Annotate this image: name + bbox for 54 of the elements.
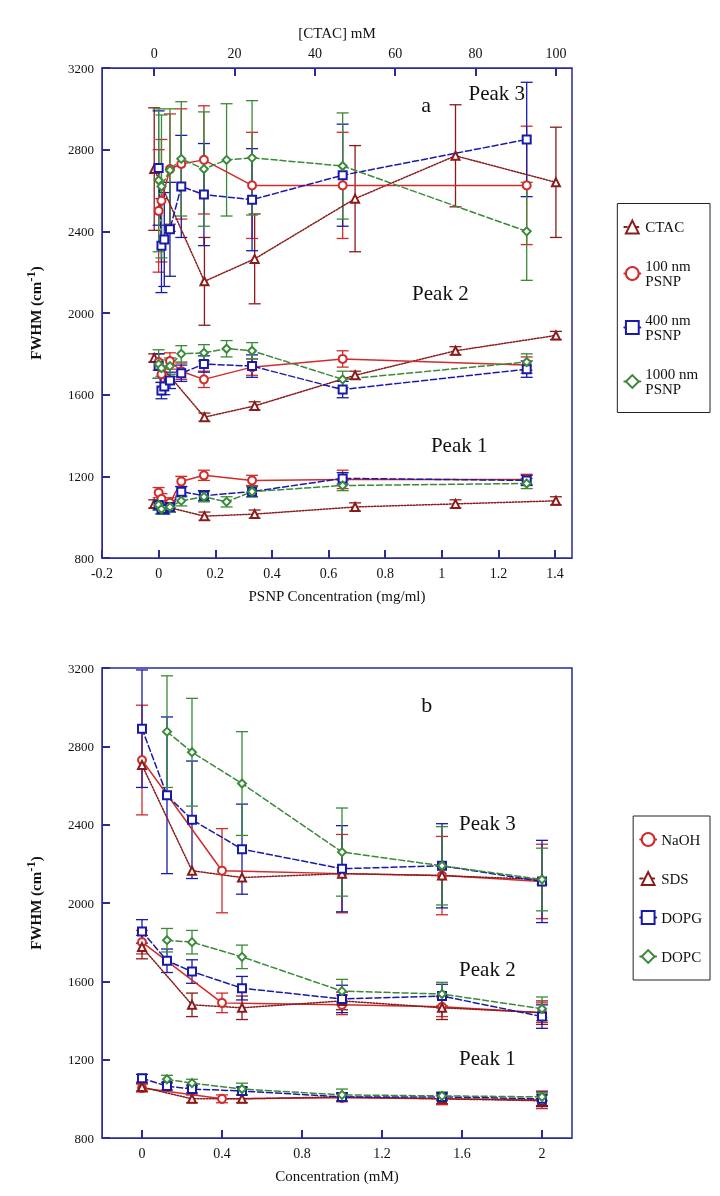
legend-label: SDS	[661, 870, 689, 887]
y-tick-label: 1600	[68, 973, 94, 989]
y-tick-label: 3200	[68, 660, 94, 676]
x-tick-label: 2	[538, 1145, 546, 1161]
x-tick-label: 0.2	[206, 565, 224, 581]
text: a	[421, 91, 432, 117]
legend-label: 400 nm PSNP	[645, 312, 695, 343]
x-tick-label: 0	[138, 1145, 146, 1161]
x-tick-label: 1.6	[453, 1145, 471, 1161]
y-tick-label: 2400	[68, 223, 94, 239]
legend-label: NaOH	[661, 831, 701, 848]
legend-label: 1000 nm PSNP	[645, 366, 702, 397]
x-tick-label: 1.2	[373, 1145, 391, 1161]
x-tick-label: 0	[155, 565, 163, 581]
x-tick-label: 1.2	[489, 565, 508, 581]
annotation: Peak 1	[430, 433, 488, 458]
x-tick-label: 1	[438, 565, 446, 581]
y-tick-label: 2400	[68, 817, 94, 833]
x2-tick-label: 0	[150, 45, 158, 61]
y-tick-label: 800	[74, 1130, 94, 1146]
y-tick-label: 2000	[68, 305, 94, 321]
x-axis-title: PSNP Concentration (mg/ml)	[248, 587, 426, 605]
x-axis-title: Concentration (mM)	[275, 1167, 399, 1185]
x-tick-label: 0.6	[319, 565, 338, 581]
legend-label: CTAC	[645, 219, 685, 235]
legend-label: DOPC	[661, 948, 702, 965]
y-tick-label: 2800	[68, 738, 94, 754]
legend-label: DOPG	[661, 909, 703, 926]
x-tick-label: 0.8	[376, 565, 394, 581]
y-tick-label: 1600	[68, 387, 94, 403]
x-tick-label: 0.8	[293, 1145, 311, 1161]
y-tick-label: 1200	[68, 468, 94, 484]
y-tick-label: 1200	[68, 1052, 94, 1068]
y-tick-label: 3200	[68, 60, 94, 76]
x2-tick-label: 100	[545, 45, 567, 61]
annotation: Peak 2	[459, 956, 516, 981]
x2-tick-label: 20	[227, 45, 242, 61]
y-tick-label: 2000	[68, 895, 94, 911]
text: b	[421, 691, 433, 717]
y-tick-label: 2800	[68, 142, 94, 158]
annotation: Peak 1	[459, 1046, 516, 1071]
x2-tick-label: 40	[307, 45, 322, 61]
annotation: Peak 2	[412, 281, 469, 306]
annotation: Peak 3	[459, 811, 516, 836]
x-tick-label: 0.4	[213, 1145, 231, 1161]
annotation: Peak 3	[468, 80, 526, 105]
legend-label: 100 nm PSNP	[645, 258, 695, 289]
x-tick-label: -0.2	[90, 565, 114, 581]
x-tick-label: 0.4	[263, 565, 281, 581]
x2-axis-title: [CTAC] mM	[298, 24, 376, 41]
x-tick-label: 1.4	[546, 565, 564, 581]
y-tick-label: 800	[74, 550, 94, 566]
x2-tick-label: 60	[388, 45, 403, 61]
x2-tick-label: 80	[468, 45, 483, 61]
